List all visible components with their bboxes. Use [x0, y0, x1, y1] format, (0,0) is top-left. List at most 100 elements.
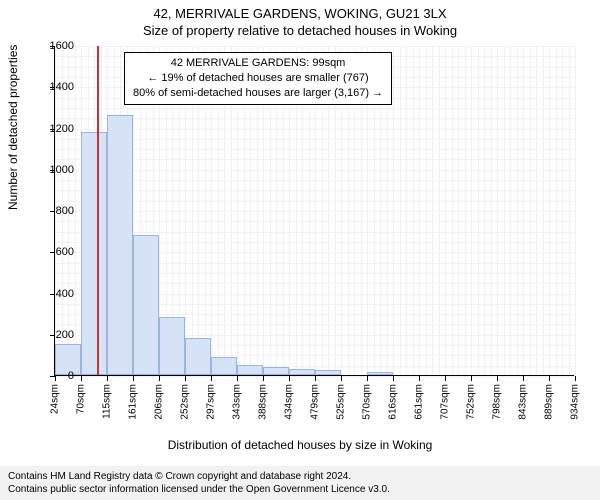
gridline-v-minor: [458, 46, 459, 375]
gridline-v-minor: [484, 46, 485, 375]
gridline-v: [549, 46, 550, 375]
xtick-label: 297sqm: [206, 384, 217, 420]
xtick-label: 343sqm: [232, 384, 243, 420]
xtick-label: 934sqm: [570, 384, 581, 420]
xtick-label: 707sqm: [440, 384, 451, 420]
gridline-v-minor: [556, 46, 557, 375]
xtick-mark: [497, 376, 498, 381]
histogram-bar: [81, 132, 107, 375]
ytick-label: 800: [38, 205, 74, 217]
gridline-v-minor: [562, 46, 563, 375]
xtick-mark: [159, 376, 160, 381]
annotation-line: ← 19% of detached houses are smaller (76…: [133, 71, 383, 86]
gridline-v-minor: [491, 46, 492, 375]
gridline-v-minor: [75, 46, 76, 375]
xtick-label: 161sqm: [128, 384, 139, 420]
annotation-line: 42 MERRIVALE GARDENS: 99sqm: [133, 56, 383, 71]
xtick-label: 570sqm: [362, 384, 373, 420]
attribution-footer: Contains HM Land Registry data © Crown c…: [0, 466, 600, 500]
y-axis-label: Number of detached properties: [6, 45, 20, 210]
ytick-label: 200: [38, 329, 74, 341]
xtick-mark: [211, 376, 212, 381]
histogram-bar: [211, 357, 237, 375]
ytick-label: 1000: [38, 164, 74, 176]
annotation-line: 80% of semi-detached houses are larger (…: [133, 86, 383, 101]
ytick-label: 0: [38, 370, 74, 382]
ytick-label: 1200: [38, 123, 74, 135]
gridline-v-minor: [536, 46, 537, 375]
chart-area: 24sqm70sqm115sqm161sqm206sqm252sqm297sqm…: [54, 46, 574, 376]
histogram-bar: [289, 369, 315, 375]
ytick-label: 1600: [38, 40, 74, 52]
gridline-v-minor: [439, 46, 440, 375]
xtick-mark: [393, 376, 394, 381]
gridline-v: [393, 46, 394, 375]
xtick-mark: [419, 376, 420, 381]
xtick-mark: [81, 376, 82, 381]
xtick-label: 752sqm: [466, 384, 477, 420]
gridline-v-minor: [543, 46, 544, 375]
histogram-bar: [107, 115, 133, 375]
reference-line: [97, 46, 99, 375]
gridline-v-minor: [504, 46, 505, 375]
xtick-label: 206sqm: [154, 384, 165, 420]
histogram-bar: [133, 235, 159, 375]
xtick-mark: [237, 376, 238, 381]
x-axis-label: Distribution of detached houses by size …: [0, 438, 600, 452]
xtick-label: 388sqm: [258, 384, 269, 420]
xtick-label: 843sqm: [518, 384, 529, 420]
gridline-v: [471, 46, 472, 375]
histogram-bar: [315, 370, 341, 375]
xtick-label: 252sqm: [180, 384, 191, 420]
histogram-bar: [367, 372, 393, 375]
xtick-label: 661sqm: [414, 384, 425, 420]
page-title-1: 42, MERRIVALE GARDENS, WOKING, GU21 3LX: [0, 0, 600, 21]
xtick-mark: [185, 376, 186, 381]
gridline-v: [445, 46, 446, 375]
xtick-mark: [133, 376, 134, 381]
xtick-mark: [575, 376, 576, 381]
histogram-bar: [237, 365, 263, 375]
annotation-box: 42 MERRIVALE GARDENS: 99sqm← 19% of deta…: [124, 52, 392, 105]
footer-line-1: Contains HM Land Registry data © Crown c…: [8, 470, 592, 483]
ytick-label: 400: [38, 288, 74, 300]
gridline-v-minor: [510, 46, 511, 375]
xtick-mark: [263, 376, 264, 381]
gridline-v-minor: [432, 46, 433, 375]
xtick-label: 798sqm: [492, 384, 503, 420]
gridline-v-minor: [530, 46, 531, 375]
gridline-v-minor: [452, 46, 453, 375]
gridline-v-minor: [413, 46, 414, 375]
xtick-label: 525sqm: [336, 384, 347, 420]
gridline-v: [575, 46, 576, 375]
histogram-bar: [263, 367, 289, 375]
xtick-mark: [471, 376, 472, 381]
xtick-mark: [107, 376, 108, 381]
xtick-mark: [523, 376, 524, 381]
xtick-mark: [315, 376, 316, 381]
xtick-mark: [549, 376, 550, 381]
gridline-v-minor: [426, 46, 427, 375]
gridline-v: [523, 46, 524, 375]
histogram-bar: [185, 338, 211, 375]
xtick-label: 24sqm: [50, 384, 61, 414]
xtick-label: 479sqm: [310, 384, 321, 420]
xtick-label: 889sqm: [544, 384, 555, 420]
ytick-label: 1400: [38, 81, 74, 93]
ytick-label: 600: [38, 246, 74, 258]
xtick-label: 434sqm: [284, 384, 295, 420]
histogram-bar: [159, 317, 185, 375]
gridline-v-minor: [465, 46, 466, 375]
xtick-mark: [445, 376, 446, 381]
gridline-v-minor: [569, 46, 570, 375]
xtick-label: 616sqm: [388, 384, 399, 420]
xtick-label: 70sqm: [76, 384, 87, 414]
page-title-2: Size of property relative to detached ho…: [0, 21, 600, 38]
gridline-v-minor: [478, 46, 479, 375]
gridline-v: [419, 46, 420, 375]
xtick-label: 115sqm: [102, 384, 113, 419]
gridline-v-minor: [517, 46, 518, 375]
xtick-mark: [341, 376, 342, 381]
xtick-mark: [367, 376, 368, 381]
gridline-v-minor: [400, 46, 401, 375]
